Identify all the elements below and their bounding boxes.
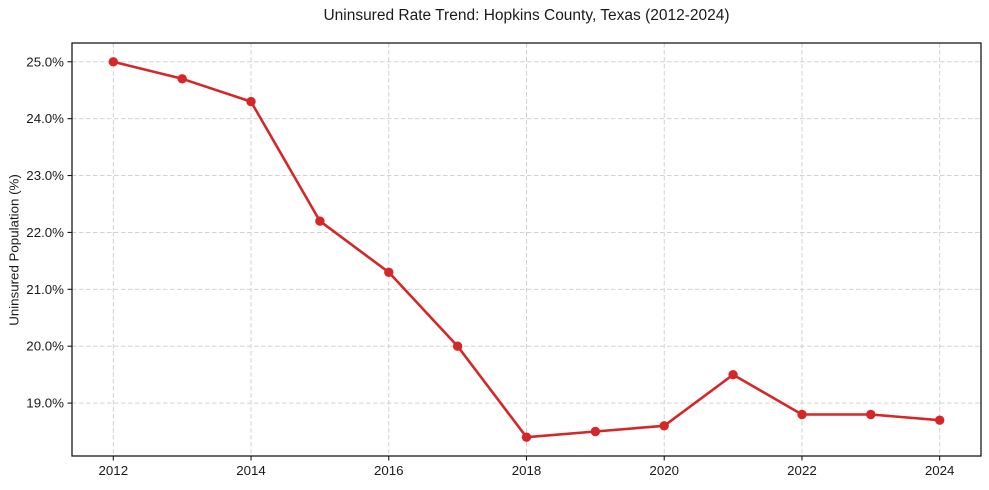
y-tick-label: 23.0% (26, 168, 64, 183)
x-tick-label: 2012 (99, 463, 129, 478)
data-point (177, 74, 187, 84)
data-point (521, 432, 532, 442)
y-tick-label: 24.0% (26, 111, 64, 126)
y-tick-label: 20.0% (26, 339, 64, 354)
data-point (315, 216, 325, 226)
x-tick-label: 2024 (925, 463, 955, 478)
data-point (384, 267, 394, 277)
y-tick-label: 21.0% (26, 282, 64, 297)
chart-title: Uninsured Rate Trend: Hopkins County, Te… (323, 7, 730, 24)
x-tick-label: 2022 (787, 463, 817, 478)
x-tick-label: 2016 (374, 463, 404, 478)
data-point (246, 96, 256, 107)
y-tick-label: 25.0% (26, 54, 64, 69)
data-point (728, 370, 738, 380)
x-tick-label: 2014 (236, 463, 266, 478)
data-point (452, 341, 463, 351)
y-tick-label: 19.0% (26, 396, 64, 411)
data-point (866, 409, 876, 420)
x-tick-label: 2020 (649, 463, 679, 478)
data-point (935, 415, 945, 425)
data-point (108, 57, 119, 67)
data-point (590, 426, 601, 437)
x-tick-label: 2018 (512, 463, 542, 478)
data-point (797, 409, 807, 420)
y-tick-label: 22.0% (26, 225, 64, 240)
data-point (659, 421, 669, 431)
